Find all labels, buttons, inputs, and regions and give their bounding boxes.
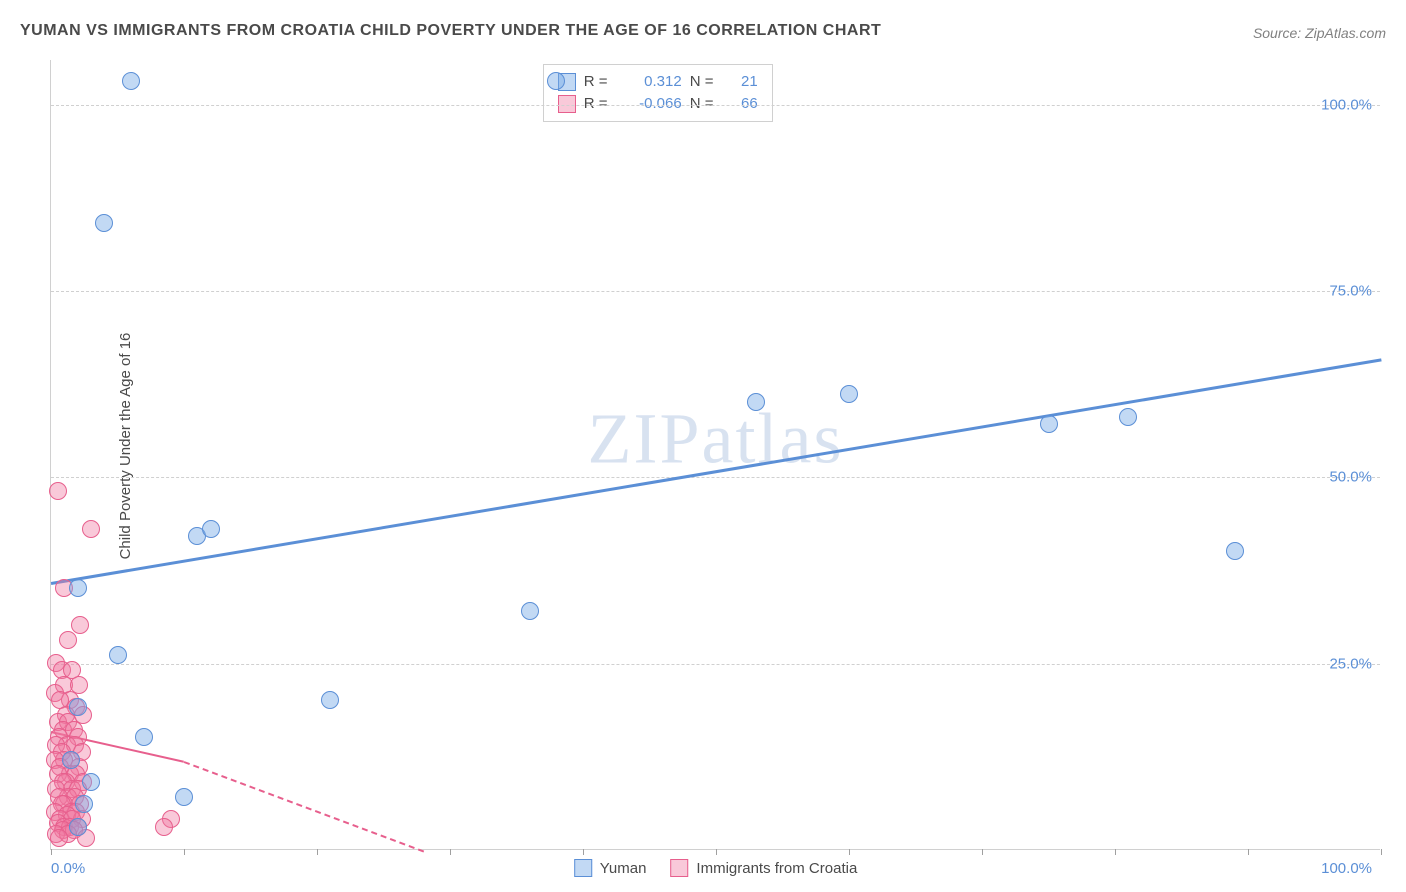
x-tick-mark <box>184 849 185 855</box>
legend-r-label: R = <box>584 71 614 93</box>
point-yuman <box>75 795 93 813</box>
x-tick-mark <box>716 849 717 855</box>
watermark: ZIPatlas <box>588 397 844 480</box>
gridline-h <box>51 105 1380 106</box>
point-yuman <box>69 698 87 716</box>
trend-line <box>51 358 1381 584</box>
swatch-pink <box>670 859 688 877</box>
point-yuman <box>547 72 565 90</box>
chart-source: Source: ZipAtlas.com <box>1253 25 1386 41</box>
point-yuman <box>82 773 100 791</box>
legend-label-yuman: Yuman <box>600 860 647 877</box>
point-croatia <box>49 482 67 500</box>
point-yuman <box>95 214 113 232</box>
gridline-h <box>51 664 1380 665</box>
point-croatia <box>59 631 77 649</box>
legend-r-value-yuman: 0.312 <box>622 71 682 93</box>
gridline-h <box>51 291 1380 292</box>
point-yuman <box>1040 415 1058 433</box>
point-yuman <box>109 646 127 664</box>
x-tick-mark <box>1381 849 1382 855</box>
x-tick-right: 100.0% <box>1321 860 1372 877</box>
trend-line-dashed <box>184 761 424 852</box>
point-croatia <box>82 520 100 538</box>
point-yuman <box>69 579 87 597</box>
x-tick-mark <box>583 849 584 855</box>
point-yuman <box>62 751 80 769</box>
series-legend: Yuman Immigrants from Croatia <box>574 859 858 877</box>
gridline-h <box>51 477 1380 478</box>
point-yuman <box>135 728 153 746</box>
point-yuman <box>747 393 765 411</box>
point-croatia <box>50 829 68 847</box>
point-yuman <box>521 602 539 620</box>
point-croatia <box>155 818 173 836</box>
y-tick-label: 100.0% <box>1321 96 1372 113</box>
point-yuman <box>840 385 858 403</box>
legend-item-yuman: Yuman <box>574 859 647 877</box>
x-tick-mark <box>849 849 850 855</box>
point-yuman <box>69 818 87 836</box>
plot-area: ZIPatlas R = 0.312 N = 21 R = -0.066 N =… <box>50 60 1380 850</box>
legend-n-label: N = <box>690 71 720 93</box>
legend-row-yuman: R = 0.312 N = 21 <box>558 71 758 93</box>
point-croatia <box>71 616 89 634</box>
x-tick-mark <box>1115 849 1116 855</box>
correlation-legend: R = 0.312 N = 21 R = -0.066 N = 66 <box>543 64 773 122</box>
point-yuman <box>122 72 140 90</box>
chart-title: YUMAN VS IMMIGRANTS FROM CROATIA CHILD P… <box>20 22 881 40</box>
point-yuman <box>175 788 193 806</box>
legend-label-croatia: Immigrants from Croatia <box>696 860 857 877</box>
y-tick-label: 75.0% <box>1329 283 1372 300</box>
point-yuman <box>202 520 220 538</box>
x-tick-left: 0.0% <box>51 860 85 877</box>
x-tick-mark <box>51 849 52 855</box>
legend-item-croatia: Immigrants from Croatia <box>670 859 857 877</box>
swatch-blue <box>574 859 592 877</box>
x-tick-mark <box>317 849 318 855</box>
point-yuman <box>1226 542 1244 560</box>
y-tick-label: 25.0% <box>1329 655 1372 672</box>
point-yuman <box>1119 408 1137 426</box>
point-yuman <box>321 691 339 709</box>
x-tick-mark <box>1248 849 1249 855</box>
legend-n-value-yuman: 21 <box>728 71 758 93</box>
y-tick-label: 50.0% <box>1329 469 1372 486</box>
x-tick-mark <box>982 849 983 855</box>
x-tick-mark <box>450 849 451 855</box>
